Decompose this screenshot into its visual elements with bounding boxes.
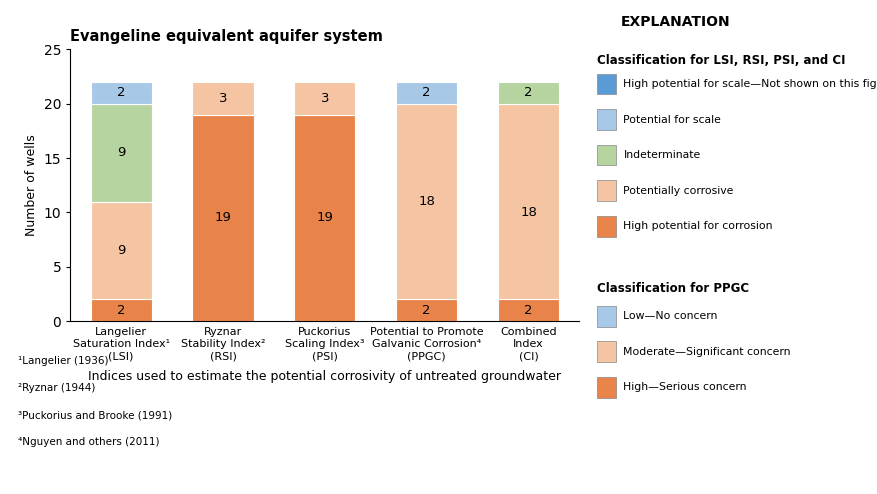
Text: 19: 19 bbox=[214, 211, 232, 224]
Text: High potential for corrosion: High potential for corrosion bbox=[623, 221, 772, 231]
Bar bbox=[192, 115, 253, 321]
X-axis label: Indices used to estimate the potential corrosivity of untreated groundwater: Indices used to estimate the potential c… bbox=[89, 370, 560, 383]
Bar bbox=[90, 82, 152, 104]
Text: Indeterminate: Indeterminate bbox=[623, 150, 700, 160]
Text: ⁴Nguyen and others (2011): ⁴Nguyen and others (2011) bbox=[18, 437, 159, 447]
Text: Classification for LSI, RSI, PSI, and CI: Classification for LSI, RSI, PSI, and CI bbox=[596, 54, 845, 67]
Text: Evangeline equivalent aquifer system: Evangeline equivalent aquifer system bbox=[70, 29, 382, 44]
Text: 18: 18 bbox=[519, 206, 537, 219]
Text: 2: 2 bbox=[422, 304, 431, 317]
Text: 2: 2 bbox=[117, 304, 125, 317]
Text: Potentially corrosive: Potentially corrosive bbox=[623, 186, 733, 196]
Text: 18: 18 bbox=[417, 195, 435, 208]
Text: Classification for PPGC: Classification for PPGC bbox=[596, 282, 748, 294]
Bar bbox=[497, 299, 559, 321]
Bar bbox=[396, 82, 457, 104]
Text: 2: 2 bbox=[524, 304, 532, 317]
Text: Low—No concern: Low—No concern bbox=[623, 311, 717, 321]
Bar bbox=[396, 299, 457, 321]
Text: EXPLANATION: EXPLANATION bbox=[621, 15, 730, 29]
Text: Potential for scale: Potential for scale bbox=[623, 115, 720, 124]
Text: 2: 2 bbox=[117, 86, 125, 99]
Text: High potential for scale—Not shown on this figure: High potential for scale—Not shown on th… bbox=[623, 79, 877, 89]
Bar bbox=[294, 82, 355, 115]
Bar bbox=[192, 82, 253, 115]
Bar bbox=[497, 104, 559, 299]
Text: ¹Langelier (1936): ¹Langelier (1936) bbox=[18, 356, 108, 366]
Text: 2: 2 bbox=[524, 86, 532, 99]
Y-axis label: Number of wells: Number of wells bbox=[25, 134, 38, 236]
Text: 19: 19 bbox=[316, 211, 333, 224]
Bar bbox=[90, 299, 152, 321]
Text: 3: 3 bbox=[320, 92, 329, 105]
Text: 9: 9 bbox=[117, 244, 125, 257]
Text: Moderate—Significant concern: Moderate—Significant concern bbox=[623, 347, 790, 357]
Text: High—Serious concern: High—Serious concern bbox=[623, 382, 746, 392]
Bar bbox=[497, 82, 559, 104]
Text: ³Puckorius and Brooke (1991): ³Puckorius and Brooke (1991) bbox=[18, 410, 172, 420]
Text: ²Ryznar (1944): ²Ryznar (1944) bbox=[18, 383, 95, 393]
Bar bbox=[396, 104, 457, 299]
Text: 2: 2 bbox=[422, 86, 431, 99]
Bar bbox=[294, 115, 355, 321]
Text: 9: 9 bbox=[117, 146, 125, 159]
Text: 3: 3 bbox=[218, 92, 227, 105]
Bar bbox=[90, 202, 152, 299]
Bar bbox=[90, 104, 152, 202]
